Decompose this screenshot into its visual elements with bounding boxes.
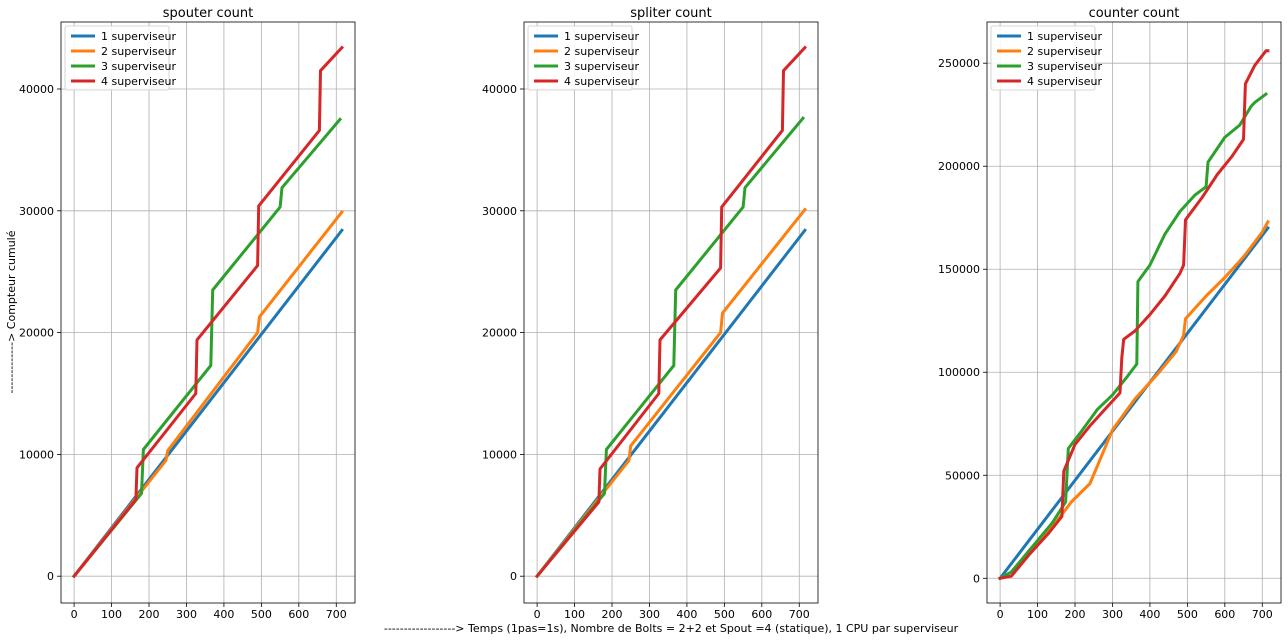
- x-tick-label: 700: [326, 608, 347, 621]
- y-tick-label: 20000: [19, 327, 54, 340]
- chart-spliter-count: 0 100 200 300 400 500 600 700 0 10000 20000 30000 40…: [482, 6, 819, 621]
- y-tick-label: 0: [510, 570, 517, 583]
- x-tick-label: 0: [534, 608, 541, 621]
- legend-label: 1 superviseur: [1027, 30, 1103, 43]
- x-tick-label: 100: [1027, 608, 1048, 621]
- y-tick-label: 30000: [19, 205, 54, 218]
- y-tick-label: 10000: [482, 448, 517, 461]
- y-tick-label: 250000: [938, 57, 980, 70]
- legend-label: 2 superviseur: [564, 45, 640, 58]
- y-tick-label: 100000: [938, 366, 980, 379]
- x-tick-label: 400: [213, 608, 234, 621]
- y-tick-label: 0: [973, 572, 980, 585]
- chart-title: spliter count: [630, 6, 712, 21]
- y-tick-label: 200000: [938, 160, 980, 173]
- series-line-3: [998, 92, 1269, 581]
- x-tick-label: 600: [288, 608, 309, 621]
- legend-label: 2 superviseur: [101, 45, 177, 58]
- series-line-4: [71, 45, 345, 579]
- legend-label: 2 superviseur: [1027, 45, 1103, 58]
- series-line-3: [71, 117, 343, 579]
- x-tick-label: 600: [1214, 608, 1235, 621]
- x-tick-label: 500: [251, 608, 272, 621]
- y-tick-label: 40000: [19, 83, 54, 96]
- x-tick-label: 200: [139, 608, 160, 621]
- y-axis-label: -------------> Compteur cumulé: [5, 230, 18, 393]
- series-line-2: [998, 219, 1270, 581]
- chart-counter-count: 0 100 200 300 400 500 600 700 0 50000 100000 150000…: [938, 6, 1282, 621]
- x-tick-label: 0: [997, 608, 1004, 621]
- x-tick-label: 300: [176, 608, 197, 621]
- legend-label: 4 superviseur: [101, 75, 177, 88]
- chart-title: spouter count: [163, 6, 253, 21]
- legend-box: [64, 25, 170, 91]
- series-line-3: [534, 116, 806, 579]
- x-tick-label: 700: [1252, 608, 1273, 621]
- x-axis-label: ------------------> Temps (1pas=1s), Nom…: [384, 622, 959, 635]
- y-tick-label: 20000: [482, 327, 517, 340]
- series-line-2: [71, 209, 345, 579]
- legend-label: 3 superviseur: [101, 60, 177, 73]
- legend-label: 4 superviseur: [564, 75, 640, 88]
- y-tick-label: 40000: [482, 83, 517, 96]
- y-tick-label: 50000: [945, 469, 980, 482]
- chart-title: counter count: [1089, 6, 1180, 21]
- x-tick-label: 500: [714, 608, 735, 621]
- y-tick-label: 150000: [938, 263, 980, 276]
- x-tick-label: 500: [1177, 608, 1198, 621]
- y-tick-label: 0: [47, 570, 54, 583]
- x-tick-label: 700: [789, 608, 810, 621]
- y-tick-label: 30000: [482, 205, 517, 218]
- x-tick-label: 300: [639, 608, 660, 621]
- plot-frame: [523, 21, 819, 604]
- legend-label: 4 superviseur: [1027, 75, 1103, 88]
- plot-frame: [986, 21, 1282, 604]
- x-tick-label: 100: [564, 608, 585, 621]
- legend-box: [990, 25, 1096, 91]
- legend-label: 1 superviseur: [101, 30, 177, 43]
- x-tick-label: 200: [1065, 608, 1086, 621]
- legend-label: 3 superviseur: [564, 60, 640, 73]
- legend-label: 1 superviseur: [564, 30, 640, 43]
- x-tick-label: 100: [101, 608, 122, 621]
- x-tick-label: 0: [71, 608, 78, 621]
- x-tick-label: 400: [1139, 608, 1160, 621]
- x-tick-label: 200: [602, 608, 623, 621]
- x-tick-label: 600: [751, 608, 772, 621]
- y-tick-label: 10000: [19, 448, 54, 461]
- series-line-2: [534, 207, 808, 579]
- series-line-4: [534, 45, 808, 579]
- series-line-1: [997, 225, 1271, 581]
- x-tick-label: 300: [1102, 608, 1123, 621]
- legend-box: [527, 25, 633, 91]
- chart-spouter-count: 0 100 200 300 400 500 600 700 0 10000 20000 30000 40…: [19, 6, 356, 621]
- x-tick-label: 400: [676, 608, 697, 621]
- legend-label: 3 superviseur: [1027, 60, 1103, 73]
- plot-frame: [60, 21, 356, 604]
- series-line-4: [998, 49, 1270, 581]
